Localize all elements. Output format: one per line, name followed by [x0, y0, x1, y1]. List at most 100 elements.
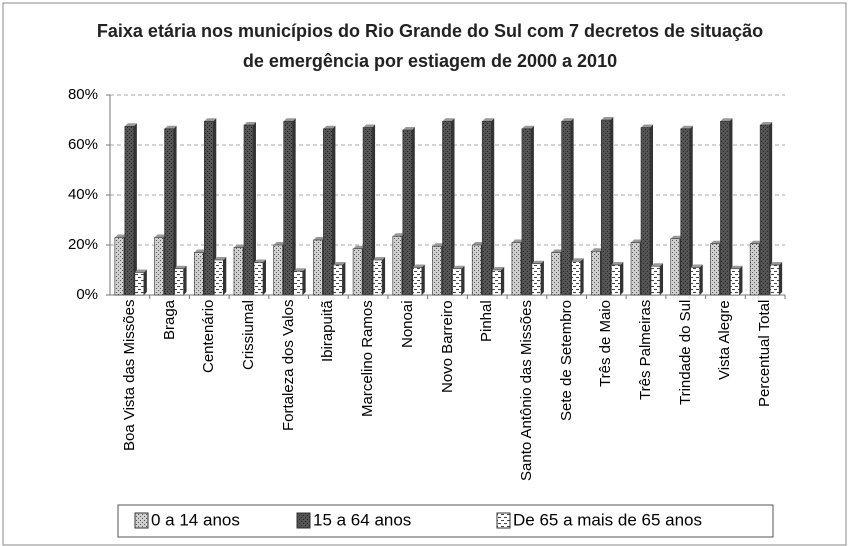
bar-top: [531, 260, 544, 264]
bar-top: [641, 124, 654, 128]
x-tick-label: Trindade do Sul: [676, 300, 694, 406]
bar-side: [530, 125, 534, 295]
bar-top: [760, 122, 773, 125]
bar: [213, 259, 224, 296]
bar-side: [223, 257, 227, 295]
bar-top: [204, 118, 217, 122]
bar: [452, 268, 462, 296]
bar: [571, 260, 581, 296]
bar: [710, 243, 720, 296]
bar: [481, 120, 492, 296]
bar-side: [421, 264, 425, 295]
bar: [323, 128, 333, 296]
bar-top: [373, 257, 386, 260]
bar: [293, 270, 303, 296]
x-tick-label: Novo Barreiro: [438, 300, 456, 393]
bar: [680, 128, 691, 296]
bar: [759, 124, 770, 296]
bar-side: [461, 265, 465, 295]
legend-swatch: [134, 512, 149, 529]
bar-top: [333, 262, 346, 265]
bar: [273, 244, 283, 296]
bar-top: [601, 117, 614, 120]
bar: [352, 248, 363, 296]
bar-side: [779, 262, 783, 295]
y-tick-label: 60%: [68, 136, 98, 153]
bar-side: [133, 123, 137, 295]
bar: [521, 128, 532, 296]
bar: [402, 129, 413, 296]
bar-top: [710, 240, 723, 244]
y-tick-label: 20%: [68, 236, 98, 253]
bar-top: [690, 264, 703, 268]
bar-side: [213, 118, 217, 295]
bar: [730, 268, 740, 296]
bar-side: [739, 265, 743, 295]
bar: [471, 244, 482, 296]
bar: [313, 239, 323, 296]
bar-side: [729, 118, 733, 295]
bar-top: [631, 239, 644, 243]
bar: [591, 250, 601, 296]
bar: [333, 264, 343, 296]
bar-top: [233, 244, 246, 248]
bar-top: [253, 259, 266, 263]
bar: [670, 238, 681, 296]
bar-top: [114, 234, 127, 238]
bar-top: [124, 123, 137, 127]
bar-top: [482, 118, 495, 122]
bar-top: [353, 245, 366, 249]
bar-side: [620, 262, 624, 295]
bar-side: [252, 122, 256, 295]
x-tick-label: Três Palmeiras: [637, 300, 655, 401]
bar: [551, 252, 561, 296]
bar-side: [411, 127, 415, 295]
bar-side: [501, 267, 505, 295]
bar-top: [591, 248, 604, 252]
x-tick-label: Vista Alegre: [716, 300, 734, 380]
bar: [283, 120, 293, 296]
bar: [203, 120, 214, 296]
bar-side: [382, 257, 386, 295]
bar-top: [323, 125, 336, 129]
y-tick-label: 40%: [68, 186, 98, 203]
bar-side: [610, 117, 614, 295]
bar-top: [561, 118, 574, 122]
bar: [432, 245, 442, 296]
bar: [531, 263, 542, 296]
bar-side: [143, 269, 147, 295]
bar-top: [442, 118, 455, 122]
bar-side: [689, 125, 693, 295]
bar-side: [372, 124, 376, 295]
bar: [650, 265, 661, 296]
bar-top: [134, 269, 147, 273]
x-tick-label: Três de Maio: [597, 300, 615, 387]
bar: [630, 242, 641, 296]
x-tick-label: Ibirapuitã: [319, 300, 337, 362]
bar: [412, 267, 423, 296]
bar-top: [571, 258, 584, 262]
bar-top: [164, 125, 177, 129]
bar-side: [650, 124, 654, 295]
x-tick-label: Marcelino Ramos: [359, 300, 377, 417]
bar-top: [521, 125, 534, 129]
bar: [601, 119, 611, 296]
bar-top: [511, 239, 524, 243]
bar-top: [273, 242, 286, 245]
bar: [164, 128, 174, 296]
bar: [491, 269, 502, 296]
bar: [174, 268, 184, 296]
y-tick-label: 0%: [76, 286, 98, 303]
bar: [720, 120, 730, 296]
bar: [511, 242, 522, 296]
bar: [690, 267, 701, 296]
bar-top: [402, 127, 415, 130]
x-tick-label: Nonoai: [398, 300, 416, 348]
bar-top: [492, 267, 505, 270]
legend-box: [117, 504, 774, 538]
legend-swatch: [496, 512, 511, 529]
bar-top: [720, 118, 733, 122]
